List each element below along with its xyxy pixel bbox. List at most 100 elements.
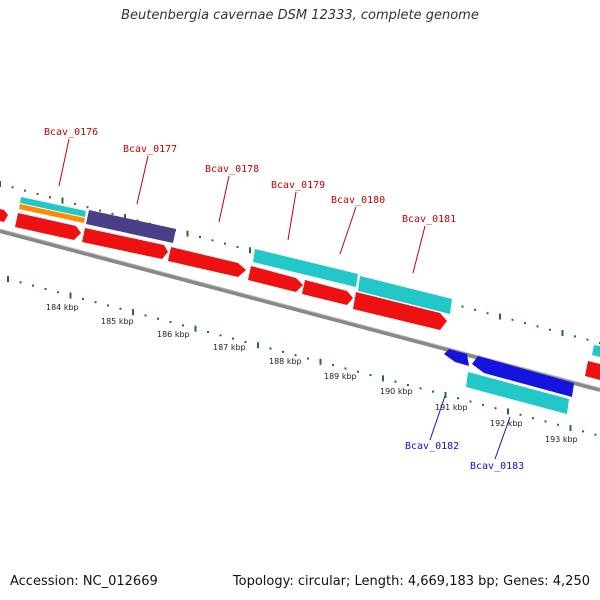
gene-label-bcav-0181[interactable]: Bcav_0181	[402, 214, 456, 225]
gene-label-bcav-0179[interactable]: Bcav_0179	[271, 180, 325, 191]
forward-features	[0, 197, 600, 380]
track-dot	[36, 192, 39, 195]
track-dot	[394, 380, 397, 383]
track-dot	[294, 354, 297, 357]
track-dot	[594, 433, 597, 436]
tick-label: 193 kbp	[545, 435, 578, 444]
cds-arrow-bcav-0183[interactable]	[472, 356, 574, 397]
track-dot	[332, 364, 334, 367]
track-dot	[536, 325, 539, 328]
gene-block-bcav-0176[interactable]	[20, 197, 86, 217]
track-dot	[94, 301, 97, 304]
track-dot	[49, 196, 51, 199]
track-dash	[69, 292, 72, 299]
track-dot	[282, 350, 284, 353]
track-dot	[32, 284, 34, 287]
gene-label-bcav-0177[interactable]: Bcav_0177	[123, 144, 177, 155]
track-dot	[74, 202, 76, 205]
gene-block-bcav-0183[interactable]	[466, 372, 569, 414]
gene-labels: Bcav_0176 Bcav_0177 Bcav_0178 Bcav_0179 Bcav…	[44, 127, 524, 472]
track-dot	[211, 239, 214, 242]
track-dot	[244, 340, 247, 343]
gene-block-bcav-0181[interactable]	[358, 276, 452, 314]
track-dot	[24, 189, 26, 192]
track-dash	[124, 214, 126, 221]
track-dash	[499, 313, 501, 320]
track-dot	[86, 206, 89, 209]
gene-label-bcav-0178[interactable]: Bcav_0178	[205, 164, 259, 175]
map-title: Beutenbergia cavernae DSM 12333, complet…	[121, 8, 479, 23]
cds-arrow-bcav-0182[interactable]	[444, 349, 469, 366]
track-dot	[511, 318, 514, 321]
track-dot	[486, 312, 489, 315]
tick-label: 191 kbp	[435, 403, 468, 412]
track-dot	[199, 236, 201, 238]
track-dot	[482, 403, 484, 406]
track-dot	[19, 281, 22, 284]
tick-label: 184 kbp	[46, 303, 79, 312]
track-dash	[507, 408, 509, 415]
tick-label: 189 kbp	[324, 372, 357, 381]
gene-label-bcav-0183[interactable]: Bcav_0183	[470, 461, 524, 472]
gene-label-bcav-0180[interactable]: Bcav_0180	[331, 195, 385, 206]
track-dash	[0, 181, 1, 187]
cds-arrow-bcav-0179[interactable]	[248, 266, 303, 292]
track-dot	[524, 322, 526, 325]
track-dot	[269, 347, 272, 350]
cds-arrow-bcav-0181[interactable]	[353, 292, 447, 330]
track-dot	[582, 430, 584, 433]
gene-block-bcav-0176[interactable]	[19, 204, 85, 223]
track-dot	[432, 390, 434, 393]
accession-text: Accession: NC_012669	[10, 574, 158, 589]
gene-block[interactable]	[592, 345, 600, 357]
track-dash	[132, 309, 134, 316]
track-dash	[257, 342, 259, 349]
gene-label-bcav-0176[interactable]: Bcav_0176	[44, 127, 98, 138]
cds-arrow-bcav-0178[interactable]	[168, 247, 246, 277]
gene-label-bcav-0182[interactable]: Bcav_0182	[405, 441, 459, 452]
track-dash	[61, 197, 64, 204]
cds-arrow[interactable]	[585, 361, 600, 380]
tick-label: 190 kbp	[380, 387, 413, 396]
track-dot	[57, 291, 59, 294]
track-dot	[469, 400, 472, 403]
track-dot	[119, 307, 122, 310]
track-dash	[319, 358, 322, 365]
tick-label: 185 kbp	[101, 317, 134, 326]
track-dot	[224, 242, 226, 245]
track-dot	[344, 367, 347, 370]
gene-block-bcav-0177[interactable]	[86, 210, 176, 243]
track-dot	[494, 407, 497, 410]
track-dot	[44, 287, 47, 290]
track-dot	[236, 245, 239, 248]
track-dash	[194, 325, 197, 332]
tick-label: 186 kbp	[157, 330, 190, 339]
reverse-features	[444, 349, 574, 414]
tick-label: 192 kbp	[490, 419, 523, 428]
track-dot	[307, 357, 309, 360]
genome-summary: Topology: circular; Length: 4,669,183 bp…	[232, 574, 590, 589]
track-dash	[444, 391, 447, 398]
track-dot	[157, 317, 159, 320]
track-dot	[461, 305, 464, 308]
gene-block-bcav-0179[interactable]	[253, 249, 358, 287]
cds-arrow-bcav-0180[interactable]	[302, 280, 353, 305]
tick-label: 187 kbp	[213, 343, 246, 352]
lower-dotted-track	[7, 276, 597, 436]
cds-arrow[interactable]	[0, 209, 8, 222]
cds-arrow-bcav-0177[interactable]	[82, 228, 168, 259]
track-dash	[382, 375, 384, 382]
track-dot	[136, 219, 139, 222]
track-dot	[574, 335, 576, 338]
track-dot	[82, 297, 84, 300]
track-dot	[586, 338, 589, 341]
track-dash	[249, 247, 251, 254]
track-dot	[144, 314, 147, 317]
tick-label: 188 kbp	[269, 357, 302, 366]
track-dot	[532, 417, 534, 420]
track-dot	[111, 212, 114, 215]
cds-arrow-bcav-0176[interactable]	[15, 213, 81, 240]
track-dot	[232, 337, 234, 340]
track-dash	[186, 230, 189, 237]
